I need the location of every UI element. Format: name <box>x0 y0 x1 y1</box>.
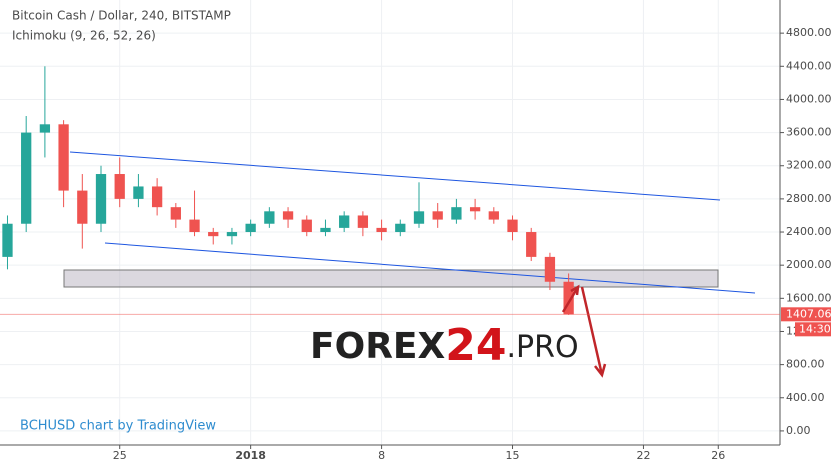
y-tick-label: 400.00 <box>786 391 825 404</box>
candle-body <box>39 124 51 133</box>
chart-title: Bitcoin Cash / Dollar, 240, BITSTAMP <box>12 9 231 23</box>
candle-body <box>133 186 144 199</box>
last-price-box <box>781 307 831 322</box>
candle-body <box>114 174 125 199</box>
candle-body <box>413 211 425 224</box>
candle-body <box>21 132 32 224</box>
y-tick-label: 2800.00 <box>786 192 832 205</box>
candle-body <box>451 207 462 220</box>
candle-body <box>264 211 275 224</box>
candle-body <box>320 227 331 233</box>
y-tick-label: 4000.00 <box>786 92 832 105</box>
indicator-label: Ichimoku (9, 26, 52, 26) <box>12 29 156 43</box>
candle-body <box>357 215 369 228</box>
candle-body <box>395 223 406 233</box>
candle-body <box>544 256 556 282</box>
countdown-label: 14:30 <box>799 322 831 335</box>
candle-body <box>432 211 443 220</box>
x-tick-label: 15 <box>506 449 520 462</box>
candle-body <box>77 190 88 224</box>
y-tick-label: 4800.00 <box>786 26 832 39</box>
candle-body <box>469 207 481 212</box>
candle-body <box>208 232 219 237</box>
candle-body <box>226 232 238 237</box>
candle-body <box>95 174 107 224</box>
candle-body <box>282 211 294 220</box>
candle-body <box>245 223 256 233</box>
y-tick-label: 2400.00 <box>786 225 832 238</box>
y-tick-label: 1600.00 <box>786 291 832 304</box>
candles <box>2 66 574 315</box>
candle-body <box>563 281 574 315</box>
x-tick-label: 22 <box>636 449 650 462</box>
arrow-down <box>580 286 607 378</box>
candle-body <box>301 219 312 233</box>
candle-body <box>376 227 387 233</box>
watermark: BCHUSD chart by TradingView <box>20 419 216 434</box>
logo-part: .PRO <box>507 330 579 365</box>
candle-body <box>58 124 69 191</box>
candle-body <box>151 186 163 208</box>
x-tick-label: 26 <box>711 449 725 462</box>
candle-body <box>507 219 518 233</box>
logo-part: 24 <box>445 320 506 371</box>
trend-line-lower <box>104 242 756 294</box>
axes: 0.00400.00800.001200.001600.002000.00240… <box>0 26 832 462</box>
candle-body <box>2 223 13 257</box>
support-zone <box>63 269 719 288</box>
y-tick-label: 800.00 <box>786 358 825 371</box>
x-tick-label: 2018 <box>235 449 266 462</box>
trend-line-upper <box>69 151 721 201</box>
arrow-up <box>561 284 580 313</box>
y-tick-label: 2000.00 <box>786 258 832 271</box>
candle-body <box>170 207 181 220</box>
countdown-box <box>795 322 831 337</box>
logo-part: FOREX <box>310 326 446 367</box>
candle-body <box>189 219 200 233</box>
x-tick-label: 8 <box>378 449 385 462</box>
candle-body <box>339 215 350 228</box>
x-tick-label: 25 <box>113 449 127 462</box>
y-tick-label: 3600.00 <box>786 126 832 139</box>
y-tick-label: 0.00 <box>786 424 811 437</box>
candle-body <box>526 232 537 257</box>
last-price-label: 1407.06 <box>786 307 832 320</box>
y-tick-label: 4400.00 <box>786 59 832 72</box>
candle-body <box>488 211 499 220</box>
y-tick-label: 3200.00 <box>786 159 832 172</box>
logo: FOREX24.PRO <box>310 320 579 371</box>
